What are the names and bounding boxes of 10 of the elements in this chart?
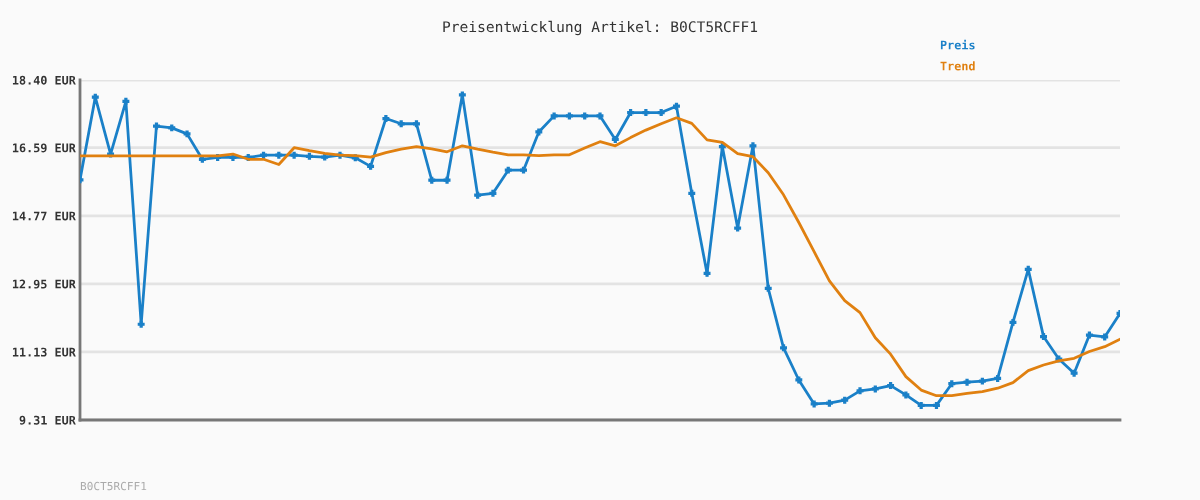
text: B0CT5RCFF1: [80, 481, 147, 491]
chart-title: Preisentwicklung Artikel: B0CT5RCFF1: [443, 20, 758, 36]
text: Trend: [940, 61, 975, 71]
y-tick-label: 12.95 EUR: [12, 279, 76, 289]
y-tick-label: 11.13 EUR: [12, 347, 76, 357]
y-tick-label: 18.40 EUR: [12, 75, 76, 85]
y-tick-label: 9.31 EUR: [19, 415, 76, 425]
text: Preis: [940, 39, 975, 50]
y-tick-label: 16.59 EUR: [12, 143, 76, 153]
y-tick-label: 14.77 EUR: [12, 211, 76, 221]
